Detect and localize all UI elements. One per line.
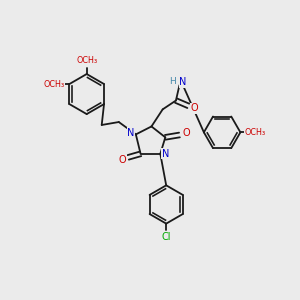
Text: N: N: [127, 128, 134, 138]
Text: O: O: [118, 155, 126, 165]
Text: O: O: [182, 128, 190, 138]
Text: OCH₃: OCH₃: [76, 56, 97, 65]
Text: O: O: [190, 103, 198, 113]
Text: H: H: [169, 76, 176, 85]
Text: OCH₃: OCH₃: [244, 128, 266, 137]
Text: N: N: [162, 149, 169, 159]
Text: OCH₃: OCH₃: [44, 80, 64, 88]
Text: Cl: Cl: [161, 232, 171, 242]
Text: N: N: [179, 77, 187, 87]
